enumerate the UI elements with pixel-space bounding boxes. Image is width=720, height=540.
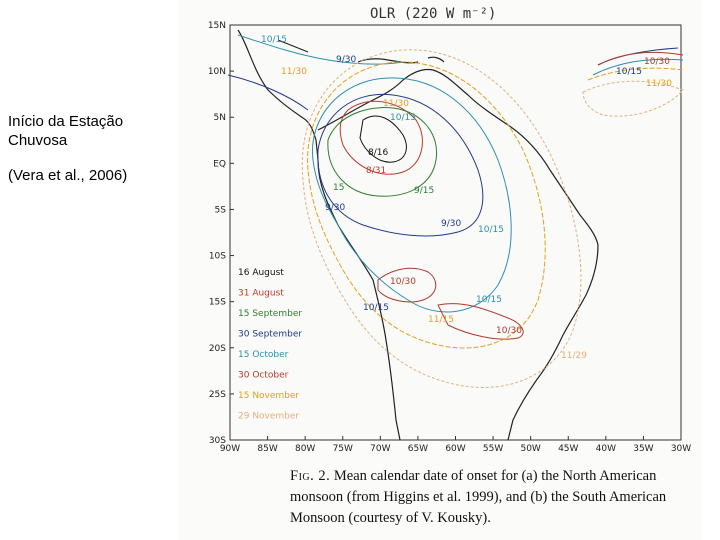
latitude-tick-label: 30S <box>209 436 226 446</box>
contour-label: 10/15 <box>476 295 502 305</box>
map-title: OLR (220 W m⁻²) <box>370 6 496 22</box>
legend-item: 15 September <box>238 309 302 319</box>
contour-label: 9/30 <box>441 219 461 229</box>
contour-label: 11/30 <box>383 99 409 109</box>
longitude-tick-label: 35W <box>633 444 653 454</box>
legend-item: 16 August <box>238 268 284 278</box>
contour-15-september <box>327 107 438 197</box>
longitude-tick-label: 55W <box>483 444 503 454</box>
contour-29-november <box>301 49 684 389</box>
contour-label: 8/16 <box>368 148 388 158</box>
longitude-tick-label: 60W <box>445 444 465 454</box>
legend: 16 August 31 August 15 September 30 Septemb… <box>238 268 302 422</box>
contour-31-august <box>339 100 423 175</box>
longitude-axis: 90W 85W 80W 75W 70W 65W 60W 55W 50W 45W 40W 35W 30W <box>220 436 691 454</box>
latitude-tick-label: 25S <box>209 390 226 400</box>
figure-label: Fig. 2. <box>290 468 331 484</box>
contour-label: 10/30 <box>496 326 522 336</box>
legend-item: 30 October <box>238 371 289 381</box>
contour-label: 10/15 <box>616 67 642 77</box>
longitude-tick-label: 90W <box>220 444 240 454</box>
contour-30-october <box>377 51 684 340</box>
contour-label: 15 <box>333 183 344 193</box>
contour-label: 9/30 <box>336 55 356 65</box>
contour-label: 11/15 <box>428 315 454 325</box>
legend-item: 15 October <box>238 350 289 360</box>
longitude-tick-label: 80W <box>295 444 315 454</box>
longitude-tick-label: 70W <box>370 444 390 454</box>
contour-label: 9/30 <box>325 203 345 213</box>
legend-item: 29 November <box>238 412 299 422</box>
latitude-tick-label: 20S <box>209 344 226 354</box>
longitude-tick-label: 45W <box>558 444 578 454</box>
legend-item: 30 September <box>238 330 302 340</box>
contour-label: 10/15 <box>478 225 504 235</box>
onset-map: OLR (220 W m⁻²) 15N 10N 5N EQ 5S 10S 15S 20S 25S… <box>208 6 691 454</box>
longitude-tick-label: 75W <box>333 444 353 454</box>
contour-15-october <box>237 34 684 313</box>
latitude-tick-label: EQ <box>213 159 226 169</box>
contour-label: 10/15 <box>390 113 416 123</box>
latitude-tick-label: 15S <box>209 298 226 308</box>
slide-citation: (Vera et al., 2006) <box>8 167 128 184</box>
latitude-tick-label: 5S <box>215 205 227 215</box>
contour-label: 10/30 <box>644 57 670 67</box>
legend-item: 31 August <box>238 289 284 299</box>
contour-label: 10/15 <box>261 35 287 45</box>
figure-panel: OLR (220 W m⁻²) 15N 10N 5N EQ 5S 10S 15S 20S 25S… <box>178 0 702 540</box>
longitude-tick-label: 40W <box>596 444 616 454</box>
contour-labels: 10/15 9/30 11/30 11/30 10/15 8/16 8/31 1… <box>261 35 672 361</box>
contour-label: 11/29 <box>561 351 587 361</box>
figure-caption: Fig. 2. Mean calendar date of onset for … <box>290 466 700 529</box>
longitude-tick-label: 85W <box>257 444 277 454</box>
contour-label: 11/30 <box>281 67 307 77</box>
contour-15-november <box>307 61 684 349</box>
latitude-tick-label: 15N <box>208 21 226 31</box>
contour-label: 10/15 <box>363 303 389 313</box>
contour-label: 8/31 <box>366 166 386 176</box>
longitude-tick-label: 65W <box>408 444 428 454</box>
latitude-tick-label: 10N <box>208 67 226 77</box>
latitude-axis: 15N 10N 5N EQ 5S 10S 15S 20S 25S 30S <box>208 21 234 446</box>
longitude-tick-label: 30W <box>671 444 691 454</box>
slide-title: Início da Estação Chuvosa <box>8 113 124 149</box>
contour-label: 9/15 <box>414 186 434 196</box>
longitude-tick-label: 50W <box>520 444 540 454</box>
contour-label: 10/30 <box>390 277 416 287</box>
caption-text: Mean calendar date of onset for (a) the … <box>290 468 667 526</box>
contour-label: 11/30 <box>646 79 672 89</box>
latitude-tick-label: 10S <box>209 252 226 262</box>
legend-item: 15 November <box>238 391 299 401</box>
latitude-tick-label: 5N <box>214 113 226 123</box>
coastline <box>237 29 599 441</box>
contour-16-august <box>359 115 407 163</box>
